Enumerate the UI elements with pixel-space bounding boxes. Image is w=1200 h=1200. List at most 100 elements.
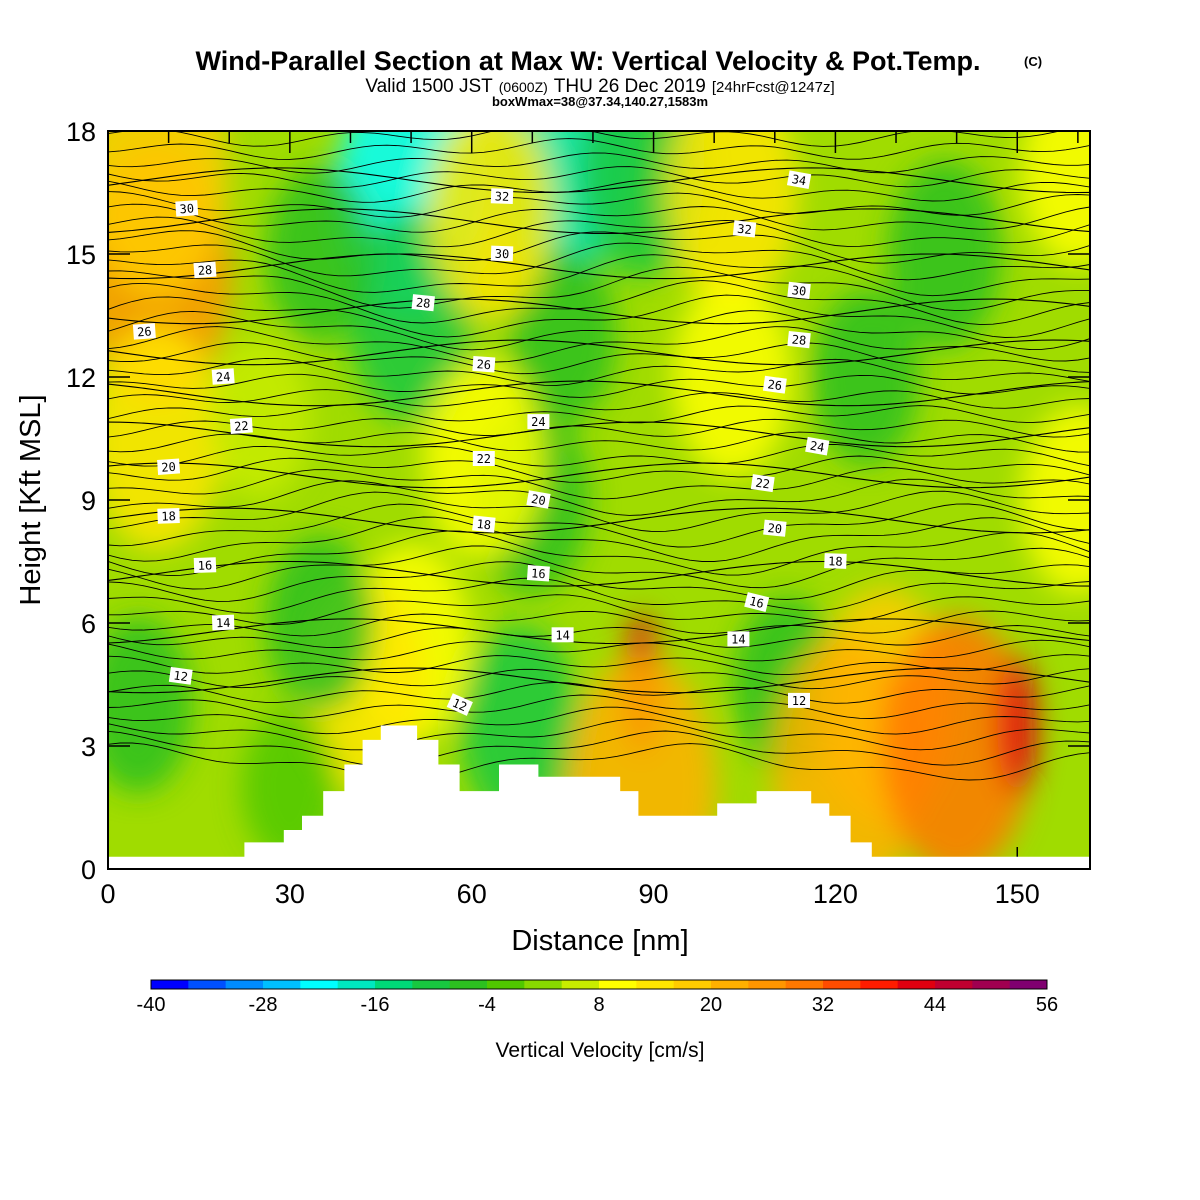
contour-label-box [446, 693, 473, 716]
contour-labels: 30 28 26 24 22 20 18 16 14 12 32 30 28 26 24 22 20 18 16 14… [132, 170, 847, 716]
contour-label-box [762, 375, 787, 394]
theta-contour-level [108, 667, 1090, 694]
theta-contour-line [108, 280, 1090, 326]
x-tick-label: 120 [813, 879, 858, 909]
w-field-blob [672, 277, 793, 477]
theta-contour-line [108, 730, 1090, 767]
theta-contour-line [108, 503, 1090, 548]
colorbar-segment [748, 980, 787, 989]
colorbar-segment [449, 980, 488, 989]
contour-label-text: 24 [216, 370, 231, 385]
colorbar-segment [599, 980, 637, 989]
x-axis-ticks: 0 30 60 90 120 150 [100, 879, 1039, 909]
theta-contour-line [108, 357, 1090, 386]
contour-label-text: 16 [748, 594, 765, 611]
contour-label-text: 22 [755, 476, 771, 492]
contour-label-text: 32 [495, 189, 510, 203]
theta-contour-line [108, 668, 1090, 690]
theta-contour-line [108, 443, 1090, 467]
contour-label-box [744, 592, 770, 612]
contour-label-box [526, 490, 551, 509]
contour-label-box [727, 631, 750, 647]
w-field-blob [881, 616, 1032, 869]
colorbar-segment [935, 980, 973, 989]
contour-label: 26 [132, 323, 156, 340]
colorbar-segment [673, 980, 712, 989]
w-field-blob [108, 326, 223, 551]
vertical-velocity-field [108, 131, 1090, 869]
box-wmax-info: boxWmax=38@37.34,140.27,1583m [492, 94, 708, 109]
contour-label: 30 [175, 200, 199, 217]
contour-label-text: 24 [809, 439, 826, 455]
contour-label-text: 26 [476, 357, 491, 372]
theta-contour-line [108, 179, 1090, 203]
colorbar-tick-label: 8 [593, 994, 604, 1016]
terrain-mask [108, 725, 1090, 869]
theta-contour-line [108, 561, 1090, 602]
contour-label-text: 30 [791, 283, 807, 298]
y-tick-label: 15 [66, 240, 96, 270]
contour-label-box [157, 508, 180, 524]
contour-label-text: 22 [477, 452, 491, 466]
contour-label-text: 16 [198, 558, 213, 572]
y-tick-label: 9 [81, 486, 96, 516]
colorbar-segment [1009, 980, 1048, 989]
y-axis-label: Height [Kft MSL] [15, 394, 47, 605]
colorbar-segment [561, 980, 600, 989]
colorbar-segment [300, 980, 339, 989]
theta-contour-line [108, 490, 1090, 533]
contour-label-box [750, 474, 775, 493]
contour-label-box [472, 355, 496, 373]
contour-label-box [411, 294, 435, 312]
x-tick-label: 90 [639, 879, 669, 909]
contour-label-box [732, 220, 757, 238]
theta-contour-line [108, 230, 1090, 264]
w-field-blob [1020, 131, 1090, 266]
contour-label-text: 28 [791, 332, 807, 347]
contour-label: 20 [763, 519, 787, 537]
contour-label-box [211, 614, 235, 631]
w-field-blob [460, 625, 581, 826]
chart-subtitle: Valid 1500 JST (0600Z) THU 26 Dec 2019 [24h… [365, 76, 834, 97]
contour-label-box [175, 200, 199, 217]
colorbar-segment [263, 980, 301, 989]
theta-contour-line [108, 138, 1090, 160]
contour-label: 30 [787, 281, 811, 300]
contour-label-box [763, 519, 787, 537]
valid-utc: (0600Z) [499, 79, 548, 95]
contour-label: 16 [193, 557, 217, 573]
contour-label-box [168, 666, 193, 685]
theta-contour-line [108, 455, 1090, 483]
contour-label: 16 [526, 565, 550, 582]
theta-contour-line [108, 577, 1090, 614]
valid-date: THU 26 Dec 2019 [554, 76, 706, 97]
theta-contour-line [108, 216, 1090, 248]
theta-contour-line [108, 294, 1090, 338]
contour-label: 14 [211, 614, 235, 631]
contour-label: 24 [211, 368, 235, 385]
contour-label-box [157, 458, 181, 475]
w-field-blob [997, 655, 1038, 796]
colorbar-segment [785, 980, 824, 989]
colorbar-segment [151, 980, 189, 989]
theta-contour-line [108, 742, 1090, 783]
x-tick-label: 150 [995, 879, 1040, 909]
theta-contour-level [108, 507, 1090, 534]
theta-contour-level [108, 298, 1090, 325]
contour-label: 20 [526, 490, 551, 509]
colorbar-tick-label: 56 [1036, 994, 1058, 1016]
colorbar-tick-label: -28 [249, 994, 278, 1016]
w-field-blob [266, 166, 375, 342]
theta-contour-line [108, 310, 1090, 351]
x-tick-label: 30 [275, 879, 305, 909]
colorbar-segment [337, 980, 376, 989]
contour-label-text: 26 [137, 324, 152, 339]
theta-contour-line [108, 373, 1090, 398]
contour-label-text: 34 [791, 172, 808, 188]
contour-label-box [472, 451, 495, 466]
contour-label-box [787, 330, 811, 349]
contour-label-box [132, 323, 156, 340]
forecast-info: [24hrFcst@1247z] [712, 79, 835, 96]
colorbar-tick-label: 32 [812, 994, 834, 1016]
